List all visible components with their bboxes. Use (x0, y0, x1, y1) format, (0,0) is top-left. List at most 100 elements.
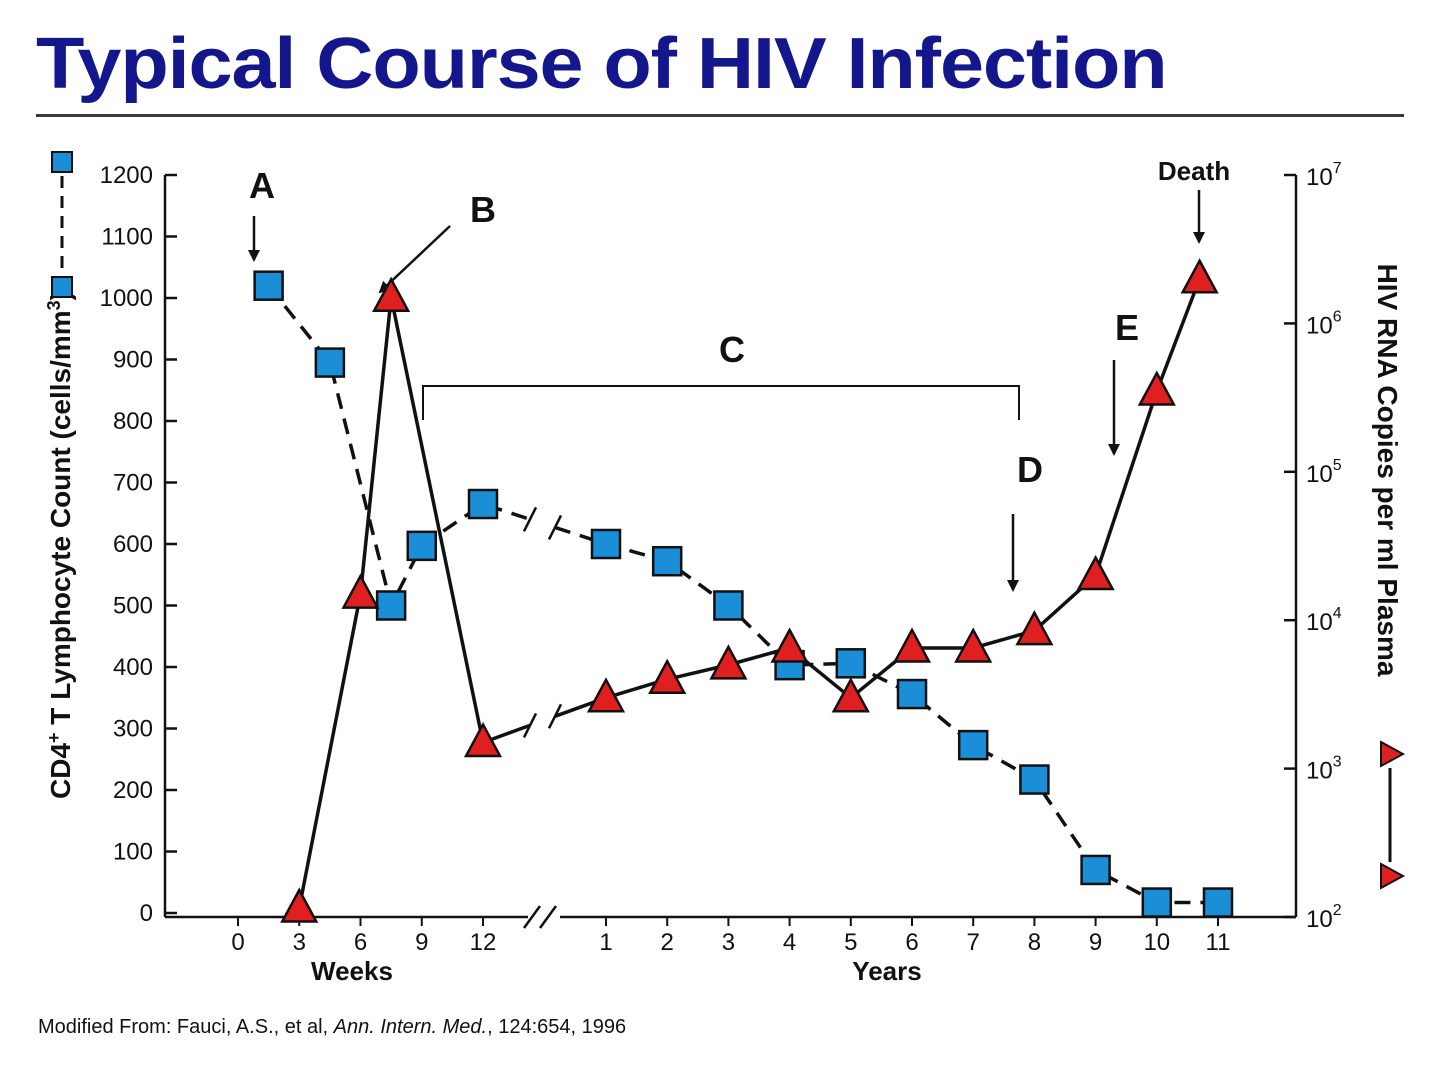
hiv-rna-point (341, 573, 380, 609)
left-tick-label: 400 (113, 654, 153, 681)
hiv-rna-point (1015, 610, 1054, 646)
credit-journal: Ann. Intern. Med. (333, 1016, 488, 1038)
x-tick-label: 2 (661, 929, 674, 956)
hiv-rna-line-break (522, 712, 538, 738)
x-tick-label: 9 (415, 929, 428, 956)
x-tick-label: 6 (905, 929, 918, 956)
hiv-rna-point (954, 627, 993, 663)
left-tick-label: 600 (113, 531, 153, 558)
cd4-line-break (547, 514, 563, 540)
cd4-point (651, 545, 683, 577)
left-tick-label: 1200 (100, 162, 153, 189)
x-axis-label-weeks: Weeks (311, 956, 393, 986)
hiv-legend-triangle-bottom (1380, 862, 1406, 890)
x-axis-break-mark-2 (538, 905, 558, 929)
x-axis-label-years: Years (852, 956, 921, 986)
x-tick-label: 6 (354, 929, 367, 956)
left-tick-label: 500 (113, 593, 153, 620)
annotation-a: A (249, 165, 275, 206)
left-tick-label: 800 (113, 408, 153, 435)
right-y-axis-label: HIV RNA Copies per ml Plasma (1372, 264, 1403, 677)
annotation-death: Death (1158, 156, 1230, 186)
axes (163, 175, 1298, 929)
hiv-rna-point (586, 677, 626, 713)
x-tick-label: 11 (1206, 929, 1231, 956)
x-tick-label: 10 (1143, 929, 1170, 956)
x-tick-label: 7 (967, 929, 980, 956)
cd4-point (896, 678, 928, 710)
right-tick-label: 107 (1306, 160, 1342, 191)
credit-suffix: , 124:654, 1996 (487, 1016, 627, 1038)
source-credit: Modified From: Fauci, A.S., et al, Ann. … (38, 1016, 626, 1039)
x-tick-label: 8 (1028, 929, 1041, 956)
hiv-rna-point (1076, 554, 1115, 591)
left-tick-label: 200 (113, 777, 153, 804)
x-ticks: 0 3 6 9 12 1 2 3 4 5 6 7 8 9 10 11 (231, 917, 1230, 956)
page-title: Typical Course of HIV Infection (36, 24, 1168, 104)
annotation-c: C (719, 329, 745, 370)
cd4-point (467, 488, 499, 520)
cd4-point (835, 648, 867, 679)
left-y-axis-label: CD4+ T Lymphocyte Count (cells/mm3) (44, 291, 76, 799)
x-tick-label: 9 (1089, 929, 1102, 956)
cd4-point (406, 530, 437, 562)
x-tick-label: 3 (722, 929, 735, 956)
cd4-legend-key (51, 151, 73, 298)
annotation-c-bracket (422, 385, 1020, 420)
right-tick-label: 105 (1306, 457, 1342, 488)
left-tick-label: 100 (113, 839, 153, 866)
cd4-legend-square-top (51, 151, 73, 173)
cd4-point (1141, 887, 1173, 918)
x-tick-label: 3 (293, 929, 306, 956)
x-axis-break-mark-1 (522, 905, 542, 929)
left-tick-label: 0 (140, 900, 153, 927)
hiv-rna-point (770, 627, 809, 663)
cd4-point (1202, 887, 1234, 918)
left-tick-label: 900 (113, 347, 153, 374)
annotation-b: B (470, 189, 496, 230)
credit-prefix: Modified From: Fauci, A.S., et al, (38, 1016, 334, 1038)
x-tick-label: 12 (470, 929, 497, 956)
left-tick-label: 1000 (100, 285, 153, 312)
hiv-rna-point (280, 887, 319, 923)
x-tick-label: 0 (231, 929, 244, 956)
x-tick-label: 4 (783, 929, 796, 956)
annotation-e: E (1115, 307, 1139, 348)
cd4-point (590, 528, 622, 560)
annotations: A B C D E Death (248, 156, 1230, 592)
left-tick-label: 1100 (101, 224, 153, 251)
right-tick-label: 106 (1306, 308, 1342, 339)
hiv-rna-point (372, 276, 411, 313)
hiv-rna-point (1180, 258, 1219, 294)
cd4-line-break (522, 506, 538, 532)
left-y-ticks: 0 100 200 300 400 500 600 700 800 900 1000 1100 1200 (100, 162, 177, 927)
hiv-legend-triangle-top (1380, 740, 1406, 768)
x-tick-label: 5 (844, 929, 857, 956)
right-tick-label: 102 (1306, 902, 1342, 933)
hiv-rna-point (463, 721, 503, 758)
cd4-point (957, 729, 989, 761)
x-tick-label: 1 (599, 929, 612, 956)
left-tick-label: 300 (113, 716, 153, 743)
cd4-legend-square-bottom (51, 276, 73, 298)
right-tick-label: 103 (1306, 754, 1342, 785)
hiv-rna-point (1137, 370, 1176, 406)
hiv-rna-series-line (297, 278, 1202, 909)
hiv-rna-point (648, 658, 687, 695)
cd4-point (1080, 854, 1111, 886)
title-rule (36, 114, 1404, 117)
right-y-ticks: 102 103 104 105 106 107 (1284, 160, 1342, 933)
left-tick-label: 700 (113, 470, 153, 497)
cd4-point (253, 270, 284, 301)
right-tick-label: 104 (1306, 605, 1342, 636)
series-layer (253, 258, 1234, 923)
hiv-rna-legend-key (1380, 740, 1406, 890)
annotation-d: D (1017, 449, 1043, 490)
cd4-point (713, 590, 744, 621)
hiv-rna-line-break (547, 703, 563, 729)
hiv-rna-point (709, 644, 748, 680)
hiv-rna-point (831, 677, 870, 713)
hiv-rna-point (892, 627, 932, 663)
cd4-point (375, 590, 407, 621)
